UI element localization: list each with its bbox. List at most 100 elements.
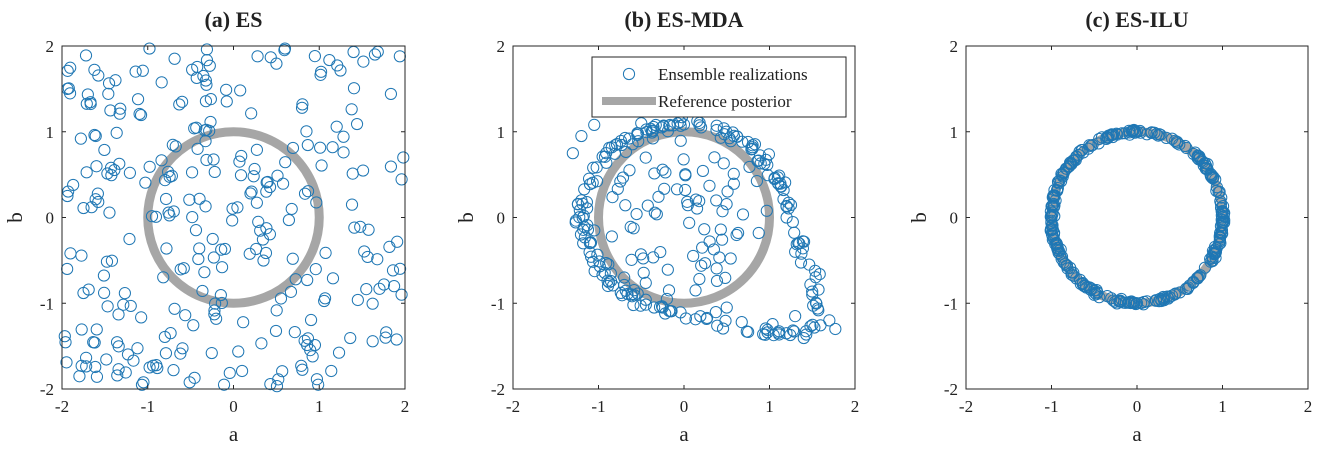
ensemble-point <box>1187 275 1200 288</box>
ensemble-point <box>139 176 152 189</box>
ensemble-point <box>588 118 601 131</box>
x-tick-label: -2 <box>506 397 520 416</box>
ensemble-point <box>681 195 694 208</box>
ensemble-point <box>234 84 247 97</box>
ensemble-point <box>282 213 296 227</box>
ensemble-point <box>330 120 343 133</box>
ensemble-point <box>226 214 239 227</box>
legend-marker-icon <box>622 67 636 81</box>
ensemble-point <box>720 125 733 138</box>
ensemble-point <box>200 153 213 167</box>
ensemble-point <box>286 252 299 265</box>
ensemble-point <box>110 126 123 139</box>
ensemble-point <box>90 323 103 336</box>
ensemble-point <box>245 185 258 198</box>
ensemble-point <box>1046 233 1059 246</box>
ensemble-point <box>1082 142 1095 155</box>
ensemble-point <box>637 266 650 279</box>
ensemble-point <box>386 264 400 277</box>
ensemble-point <box>188 371 201 384</box>
ensemble-point <box>807 299 820 312</box>
x-tick-label: -1 <box>591 397 605 416</box>
y-tick-label: -1 <box>491 294 505 313</box>
ensemble-point <box>149 210 163 223</box>
ensemble-point <box>735 316 748 329</box>
chart-panel-2: -2 -1 0 1 2 -2 -1 0 1 2 (b) ES-MDA a b Ensemble reali… <box>454 7 859 446</box>
ensemble-point <box>164 327 177 340</box>
ensemble-point <box>92 195 105 209</box>
ensemble-point <box>784 198 798 212</box>
ensemble-point <box>754 157 767 170</box>
ensemble-point <box>308 50 321 63</box>
ensemble-point <box>581 223 595 236</box>
ensemble-point <box>618 271 631 284</box>
ensemble-point <box>112 308 125 321</box>
ensemble-point <box>576 211 589 224</box>
ensemble-point <box>602 258 615 271</box>
ensemble-point <box>288 326 301 339</box>
ensemble-point <box>135 311 148 324</box>
ensemble-point <box>615 138 628 152</box>
ensemble-point <box>347 82 361 95</box>
ensemble-point <box>366 335 379 348</box>
x-tick-label: 1 <box>315 397 324 416</box>
ensemble-point <box>279 156 292 169</box>
ensemble-point <box>1046 223 1059 236</box>
legend-entry-label: Reference posterior <box>658 92 792 111</box>
ensemble-point <box>1051 175 1065 188</box>
ensemble-point <box>605 230 618 243</box>
ensemble-point <box>344 331 357 345</box>
ensemble-point <box>112 363 125 376</box>
chart-title: (b) ES-MDA <box>624 7 743 32</box>
ensemble-point <box>772 177 785 190</box>
ensemble-point <box>304 344 317 357</box>
ensemble-point <box>331 59 344 72</box>
ensemble-point <box>614 175 627 188</box>
ensemble-point <box>813 268 826 281</box>
ensemble-point <box>235 364 249 378</box>
ensemble-point <box>100 353 113 366</box>
ensemble-point <box>586 255 600 268</box>
ensemble-markers <box>58 42 410 393</box>
ensemble-point <box>278 44 291 57</box>
ensemble-point <box>650 208 663 221</box>
ensemble-point <box>101 167 114 180</box>
ensemble-point <box>362 223 375 236</box>
chart-panel-3: -2 -1 0 1 2 -2 -1 0 1 2 (c) ES-ILU a b <box>907 7 1312 446</box>
ensemble-point <box>345 103 358 116</box>
x-tick-label: 1 <box>765 397 774 416</box>
ensemble-point <box>716 322 730 335</box>
ensemble-point <box>226 202 239 215</box>
ensemble-point <box>220 83 233 96</box>
x-tick-label: -1 <box>141 397 155 416</box>
ensemble-point <box>143 42 156 55</box>
ensemble-point <box>719 271 732 284</box>
ensemble-point <box>304 313 318 327</box>
ensemble-point <box>566 147 579 160</box>
ensemble-point <box>131 342 144 355</box>
ensemble-point <box>569 214 582 227</box>
ensemble-point <box>118 287 131 300</box>
ensemble-point <box>703 179 716 192</box>
ensemble-point <box>1117 296 1131 309</box>
ensemble-point <box>1064 157 1078 170</box>
ensemble-point <box>1209 245 1223 259</box>
ensemble-point <box>1100 131 1113 144</box>
y-tick-label: 1 <box>46 123 55 142</box>
ensemble-point <box>611 182 624 196</box>
ensemble-point <box>575 129 588 143</box>
ensemble-point <box>1204 167 1217 180</box>
plot-area <box>966 46 1308 389</box>
y-tick-label: -2 <box>40 380 54 399</box>
ensemble-point <box>1046 206 1059 219</box>
ensemble-point <box>767 329 780 342</box>
ensemble-point <box>84 97 97 111</box>
ensemble-point <box>648 301 661 314</box>
ensemble-point <box>110 336 124 349</box>
ensemble-point <box>101 300 114 313</box>
ensemble-point <box>1065 268 1078 281</box>
ensemble-point <box>1126 124 1139 137</box>
ensemble-point <box>730 228 743 242</box>
ensemble-point <box>639 151 652 164</box>
ensemble-point <box>1067 266 1080 279</box>
